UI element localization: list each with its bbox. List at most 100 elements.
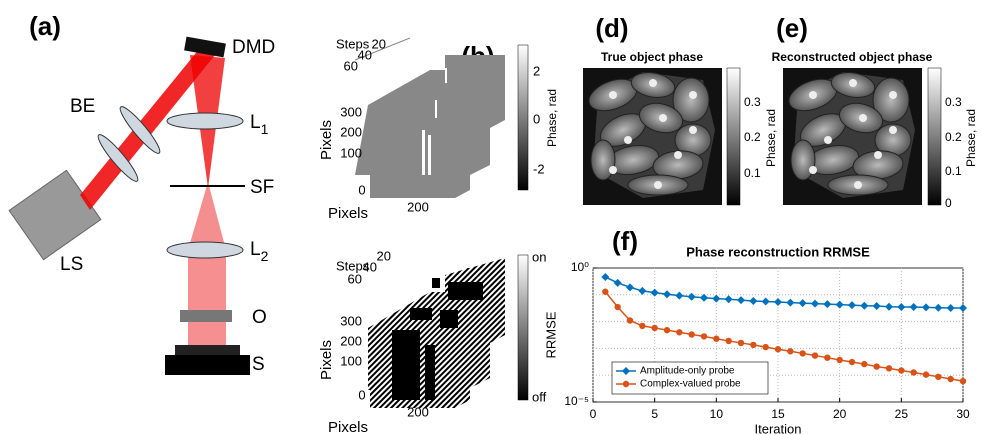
colorbar-tick: 0.1 bbox=[744, 166, 761, 180]
data-point bbox=[651, 325, 657, 331]
x-axis-label: Iteration bbox=[755, 421, 802, 435]
lens bbox=[167, 242, 243, 258]
x-tick-label: 0 bbox=[590, 407, 597, 421]
panel-c: Steps 20 40 60 Pixels 300 200 100 0 200 … bbox=[318, 248, 547, 435]
data-point bbox=[935, 374, 941, 380]
data-point bbox=[775, 346, 781, 352]
colorbar-tick: 0.3 bbox=[744, 95, 761, 109]
tick-label: 300 bbox=[340, 104, 362, 119]
tick-label: 300 bbox=[340, 313, 362, 328]
tick-label: 200 bbox=[340, 333, 362, 348]
x-tick-label: 15 bbox=[771, 407, 785, 421]
tick-label: 40 bbox=[363, 259, 377, 274]
tick-label: 60 bbox=[344, 58, 358, 73]
nucleus bbox=[874, 151, 882, 159]
pattern-feature bbox=[440, 310, 458, 328]
colorbar bbox=[727, 68, 740, 205]
stage bbox=[165, 355, 250, 375]
data-point bbox=[701, 333, 707, 339]
data-point bbox=[627, 317, 633, 323]
colorbar-label: Phase, rad bbox=[964, 109, 978, 167]
setup-label: O bbox=[252, 307, 267, 328]
nucleus bbox=[674, 151, 682, 159]
data-point bbox=[639, 323, 645, 329]
lens-label: L1 bbox=[250, 112, 269, 137]
colorbar-label: Phase, rad bbox=[764, 109, 778, 167]
colorbar-tick: 0.2 bbox=[945, 130, 962, 144]
beam bbox=[188, 182, 226, 250]
tick-label: 0 bbox=[358, 182, 365, 197]
data-point bbox=[910, 369, 916, 375]
data-point bbox=[849, 359, 855, 365]
y-axis-label: RRMSE bbox=[543, 311, 558, 358]
colorbar-label: Phase, rad bbox=[545, 89, 559, 147]
tick-label: 200 bbox=[340, 124, 362, 139]
nucleus bbox=[809, 166, 817, 174]
lens-label: L2 bbox=[250, 239, 269, 264]
data-point bbox=[688, 331, 694, 337]
data-point bbox=[960, 378, 966, 384]
phase-feature bbox=[445, 68, 447, 83]
axis-label: Pixels bbox=[328, 419, 368, 435]
x-tick-label: 20 bbox=[833, 407, 847, 421]
nucleus bbox=[659, 114, 667, 122]
x-tick-label: 25 bbox=[895, 407, 909, 421]
nucleus bbox=[849, 79, 857, 87]
legend-label: Amplitude-only probe bbox=[640, 366, 735, 377]
stage bbox=[175, 345, 240, 355]
nucleus bbox=[889, 91, 897, 99]
data-point bbox=[873, 363, 879, 369]
nucleus bbox=[649, 79, 657, 87]
colorbar bbox=[928, 68, 941, 205]
panel-b: Steps 20 40 60 Pixels 300 200 100 0 200 … bbox=[318, 36, 559, 222]
x-tick-label: 5 bbox=[651, 407, 658, 421]
colorbar-tick: 0 bbox=[533, 111, 540, 126]
data-point bbox=[664, 327, 670, 333]
pattern-feature bbox=[448, 282, 483, 300]
tick-label: 100 bbox=[340, 353, 362, 368]
laser-source bbox=[9, 170, 101, 259]
lens-label-sub: 2 bbox=[261, 248, 269, 264]
axis-label: Pixels bbox=[328, 205, 368, 222]
nucleus bbox=[624, 136, 632, 144]
figure: (a) (b) (c) (d) (e) (f) DMD BE SF LS O S… bbox=[0, 0, 982, 435]
data-point bbox=[787, 348, 793, 354]
panel-label: (f) bbox=[612, 226, 638, 256]
x-tick-label: 10 bbox=[710, 407, 724, 421]
nucleus bbox=[689, 126, 697, 134]
pattern-feature bbox=[432, 278, 440, 288]
tick-label: 20 bbox=[377, 248, 391, 263]
nucleus bbox=[689, 91, 697, 99]
panel-label: (d) bbox=[595, 13, 628, 43]
beam bbox=[188, 250, 226, 355]
phase-images: True object phase Reconstructed object p… bbox=[583, 50, 978, 210]
colorbar-tick: 0.3 bbox=[945, 95, 962, 109]
y-tick-label: 10⁰ bbox=[571, 260, 589, 274]
nucleus bbox=[654, 181, 662, 189]
phase-feature bbox=[428, 135, 431, 175]
image-title: Reconstructed object phase bbox=[772, 50, 933, 64]
colorbar-tick: off bbox=[532, 389, 547, 404]
data-point bbox=[713, 336, 719, 342]
x-tick-label: 30 bbox=[956, 407, 970, 421]
data-point bbox=[824, 354, 830, 360]
nucleus bbox=[859, 114, 867, 122]
colorbar-tick: 0.2 bbox=[744, 130, 761, 144]
data-point bbox=[812, 352, 818, 358]
nucleus bbox=[889, 126, 897, 134]
chart-title: Phase reconstruction RRMSE bbox=[686, 244, 870, 259]
tick-label: 200 bbox=[407, 404, 429, 419]
nucleus bbox=[854, 181, 862, 189]
data-point bbox=[898, 367, 904, 373]
setup-label: LS bbox=[60, 254, 83, 275]
panel-label: (a) bbox=[29, 11, 61, 41]
data-point bbox=[614, 304, 620, 310]
nucleus bbox=[609, 166, 617, 174]
nucleus bbox=[609, 91, 617, 99]
nucleus bbox=[809, 91, 817, 99]
cell bbox=[791, 140, 815, 180]
data-point bbox=[861, 361, 867, 367]
data-point bbox=[836, 357, 842, 363]
phase-feature bbox=[422, 130, 425, 175]
lens-label-sub: 1 bbox=[261, 121, 269, 137]
